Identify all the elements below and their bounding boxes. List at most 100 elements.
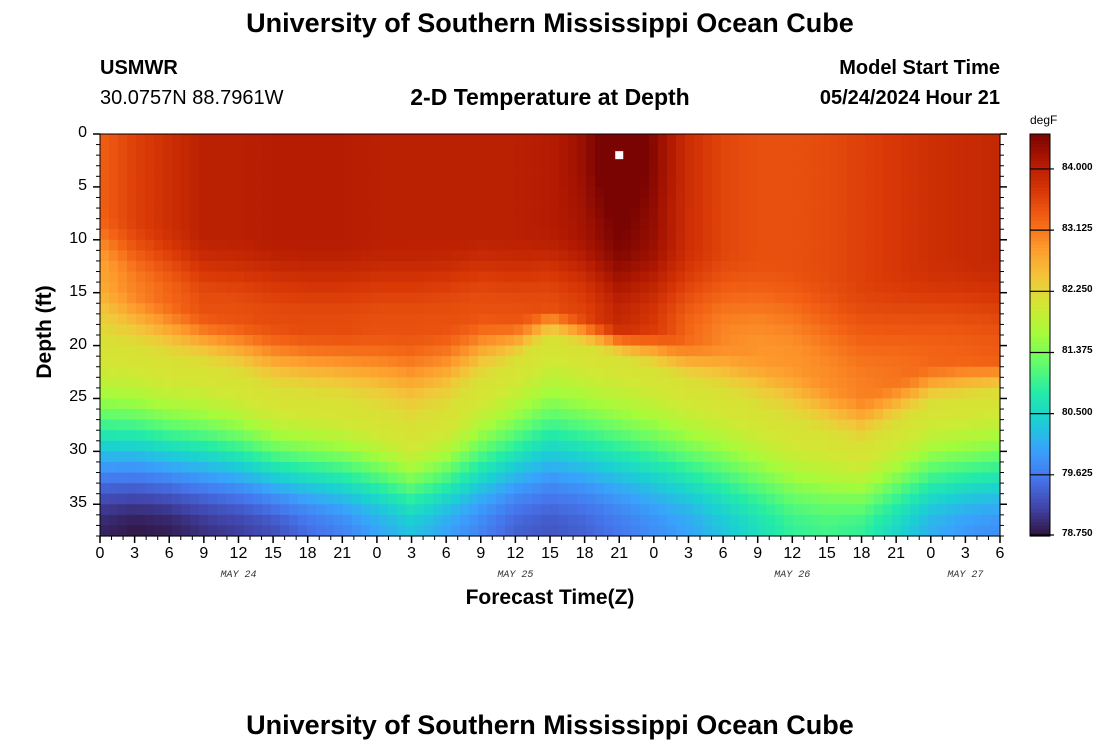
heatmap-cell <box>136 155 146 167</box>
heatmap-cell <box>298 324 308 336</box>
heatmap-cell <box>892 398 902 410</box>
heatmap-cell <box>244 165 254 177</box>
heatmap-cell <box>982 292 992 304</box>
heatmap-cell <box>892 366 902 378</box>
heatmap-cell <box>928 186 938 199</box>
heatmap-cell <box>442 398 452 410</box>
heatmap-cell <box>487 197 497 209</box>
heatmap-cell <box>622 239 632 251</box>
heatmap-cell <box>811 229 821 241</box>
heatmap-cell <box>928 165 938 177</box>
heatmap-cell <box>910 398 920 410</box>
heatmap-cell <box>370 483 380 495</box>
heatmap-cell <box>901 409 911 421</box>
heatmap-cell <box>721 155 731 167</box>
heatmap-cell <box>829 250 839 262</box>
heatmap-cell <box>991 303 1001 315</box>
heatmap-cell <box>991 493 1001 505</box>
heatmap-cell <box>811 525 821 537</box>
heatmap-cell <box>937 282 947 294</box>
heatmap-cell <box>550 430 560 442</box>
heatmap-cell <box>424 155 434 167</box>
heatmap-cell <box>676 366 686 378</box>
heatmap-cell <box>586 472 596 484</box>
heatmap-cell <box>244 409 254 421</box>
heatmap-cell <box>523 387 533 400</box>
heatmap-cell <box>487 461 497 474</box>
heatmap-cell <box>991 504 1001 516</box>
heatmap-cell <box>694 451 704 463</box>
heatmap-cell <box>838 345 848 357</box>
heatmap-cell <box>505 260 515 273</box>
heatmap-cell <box>955 440 965 452</box>
heatmap-cell <box>190 440 200 452</box>
heatmap-cell <box>919 472 929 484</box>
heatmap-cell <box>469 356 479 368</box>
heatmap-cell <box>451 451 461 463</box>
heatmap-cell <box>883 335 893 347</box>
heatmap-cell <box>397 525 407 537</box>
heatmap-cell <box>838 271 848 283</box>
heatmap-cell <box>883 144 893 156</box>
heatmap-cell <box>532 514 542 527</box>
heatmap-cell <box>379 345 389 357</box>
heatmap-cell <box>955 134 965 146</box>
heatmap-cell <box>469 165 479 177</box>
heatmap-cell <box>433 461 443 474</box>
heatmap-cell <box>406 377 416 389</box>
heatmap-cell <box>748 377 758 389</box>
heatmap-cell <box>694 366 704 378</box>
heatmap-cell <box>352 324 362 336</box>
heatmap-cell <box>712 218 722 230</box>
heatmap-cell <box>172 472 182 484</box>
heatmap-cell <box>892 260 902 273</box>
heatmap-cell <box>757 292 767 304</box>
heatmap-cell <box>721 260 731 273</box>
heatmap-cell <box>910 176 920 188</box>
heatmap-cell <box>388 419 398 431</box>
heatmap-cell <box>973 324 983 336</box>
heatmap-cell <box>451 218 461 230</box>
heatmap-cell <box>649 461 659 474</box>
heatmap-cell <box>100 514 110 527</box>
heatmap-cell <box>874 472 884 484</box>
heatmap-cell <box>199 483 209 495</box>
heatmap-cell <box>208 525 218 537</box>
heatmap-cell <box>100 335 110 347</box>
heatmap-cell <box>424 271 434 283</box>
heatmap-cell <box>379 440 389 452</box>
heatmap-cell <box>496 387 506 400</box>
heatmap-cell <box>334 345 344 357</box>
heatmap-cell <box>649 356 659 368</box>
heatmap-cell <box>280 419 290 431</box>
heatmap-cell <box>919 282 929 294</box>
heatmap-cell <box>127 451 137 463</box>
heatmap-cell <box>478 324 488 336</box>
heatmap-cell <box>217 398 227 410</box>
heatmap-cell <box>271 461 281 474</box>
heatmap-cell <box>703 303 713 315</box>
heatmap-cell <box>361 197 371 209</box>
heatmap-cell <box>604 451 614 463</box>
heatmap-cell <box>361 504 371 516</box>
heatmap-cell <box>802 282 812 294</box>
heatmap-cell <box>856 229 866 241</box>
heatmap-cell <box>955 483 965 495</box>
heatmap-cell <box>856 409 866 421</box>
x-tick-label: 6 <box>718 545 728 562</box>
heatmap-cell <box>235 356 245 368</box>
heatmap-cell <box>235 165 245 177</box>
heatmap-cell <box>901 186 911 199</box>
heatmap-cell <box>955 324 965 336</box>
heatmap-cell <box>748 282 758 294</box>
heatmap-cell <box>478 440 488 452</box>
heatmap-cell <box>874 451 884 463</box>
heatmap-cell <box>271 356 281 368</box>
heatmap-cell <box>631 324 641 336</box>
heatmap-cell <box>235 313 245 326</box>
heatmap-cell <box>406 313 416 326</box>
heatmap-cell <box>370 472 380 484</box>
heatmap-cell <box>532 271 542 283</box>
heatmap-cell <box>370 208 380 220</box>
heatmap-cell <box>451 440 461 452</box>
